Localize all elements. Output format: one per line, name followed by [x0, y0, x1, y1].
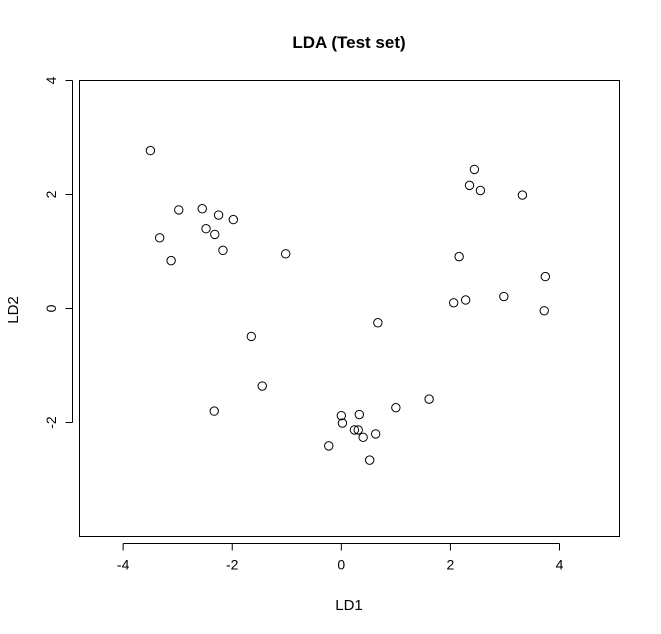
y-tick-label: 4: [43, 76, 59, 84]
plot-frame: [79, 80, 620, 537]
x-tick-label: -4: [117, 557, 130, 573]
data-point: [197, 204, 207, 214]
data-point: [324, 441, 334, 451]
chart-title: LDA (Test set): [292, 33, 405, 52]
data-point: [540, 271, 551, 282]
data-point: [336, 410, 347, 421]
data-point: [218, 245, 228, 256]
y-tick-label: -2: [43, 416, 59, 429]
data-point: [145, 145, 156, 156]
data-point: [280, 249, 291, 259]
data-point: [228, 214, 239, 225]
data-point: [424, 394, 434, 404]
y-axis: -2 0 2 4: [43, 76, 73, 429]
data-point: [517, 190, 528, 200]
points-layer: [145, 145, 551, 465]
data-point: [358, 432, 368, 443]
y-tick-label: 2: [43, 190, 59, 198]
data-point: [201, 224, 211, 234]
x-tick-label: 4: [556, 557, 564, 573]
data-point: [469, 164, 480, 175]
y-axis-label: LD2: [5, 296, 22, 324]
data-point: [257, 381, 267, 391]
data-point: [539, 306, 549, 316]
data-point: [209, 406, 219, 416]
data-point: [373, 318, 383, 328]
x-tick-label: 0: [337, 557, 345, 573]
data-point: [353, 425, 363, 435]
data-point: [210, 229, 220, 240]
data-point: [464, 180, 475, 191]
y-tick-label: 0: [43, 304, 59, 312]
x-tick-label: 2: [447, 557, 455, 573]
x-axis: -4 -2 0 2 4: [117, 543, 564, 573]
data-point: [246, 331, 257, 342]
data-point: [448, 298, 459, 308]
data-point: [166, 255, 176, 266]
data-point: [454, 251, 464, 262]
data-point: [337, 418, 348, 428]
data-point: [475, 185, 486, 196]
data-point: [354, 409, 365, 420]
data-point: [349, 425, 360, 435]
x-tick-label: -2: [226, 557, 239, 573]
data-point: [460, 295, 471, 305]
data-point: [174, 205, 184, 215]
data-point: [213, 210, 224, 220]
data-point: [154, 233, 165, 243]
data-point: [370, 429, 381, 439]
data-point: [391, 402, 401, 413]
data-point: [499, 291, 509, 302]
x-axis-label: LD1: [335, 597, 363, 614]
data-point: [364, 455, 375, 465]
